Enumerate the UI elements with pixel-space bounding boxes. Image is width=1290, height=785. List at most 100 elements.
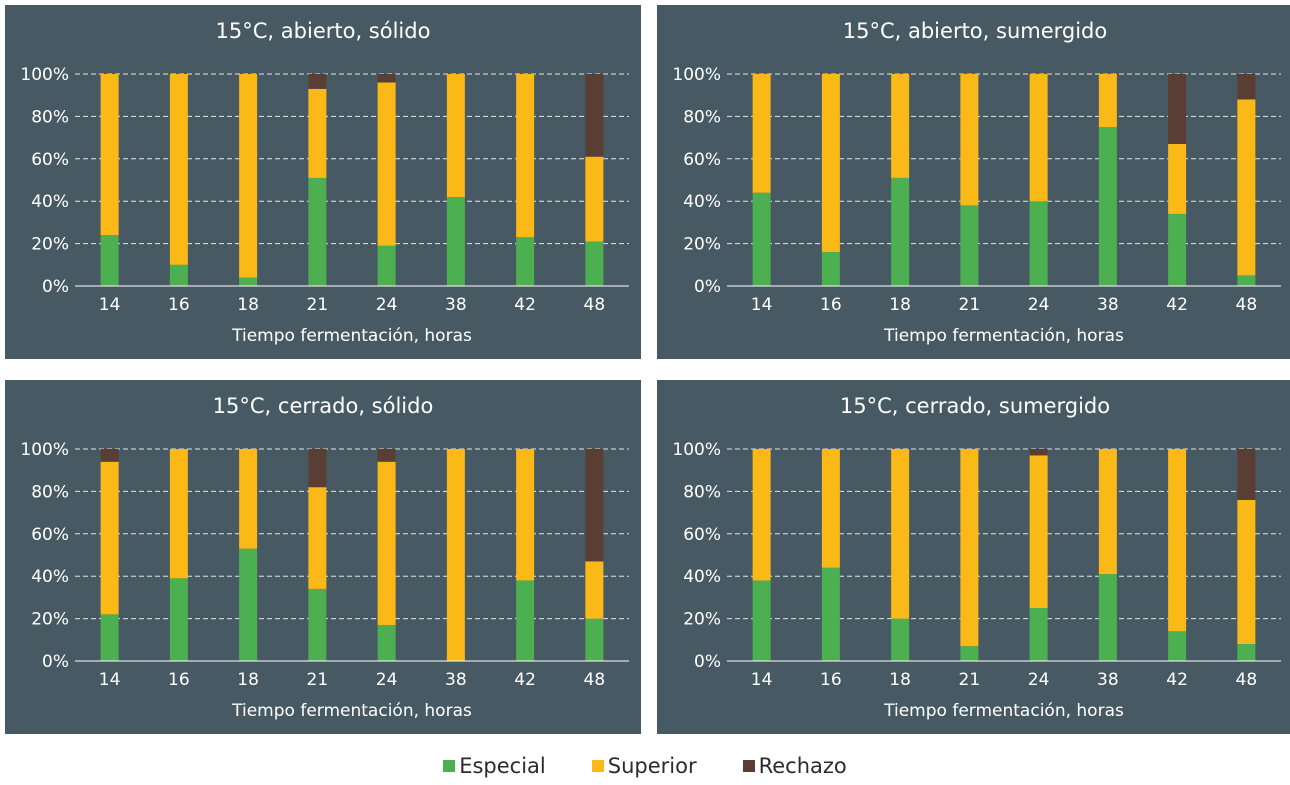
- legend-item-superior: Superior: [591, 754, 697, 778]
- x-tick-label: 42: [514, 295, 536, 315]
- y-tick-label: 80%: [683, 107, 721, 127]
- legend-swatch-superior: [591, 760, 604, 772]
- x-tick-label: 16: [820, 295, 842, 315]
- x-tick-label: 21: [307, 295, 329, 315]
- bar-superior-18: [239, 449, 258, 549]
- bar-superior-18: [891, 449, 910, 619]
- y-tick-label: 40%: [31, 567, 69, 587]
- y-tick-label: 80%: [31, 107, 69, 127]
- x-tick-label: 38: [445, 295, 467, 315]
- bar-superior-38: [446, 449, 465, 661]
- bar-especial-38: [1098, 127, 1117, 286]
- chart-title: 15°C, abierto, sumergido: [842, 19, 1108, 43]
- x-tick-label: 48: [1236, 295, 1258, 315]
- chart-panel-abierto-sumergido: 0% 20% 40% 60% 80% 100% 14 16 18 21 24 38 42 48 Tiempo…: [657, 5, 1290, 359]
- chart-title: 15°C, cerrado, sumergido: [839, 394, 1111, 418]
- y-tick-label: 60%: [683, 150, 721, 170]
- bar-superior-48: [1237, 499, 1256, 645]
- bar-superior-21: [308, 487, 327, 589]
- bar-superior-18: [239, 74, 258, 278]
- bar-superior-16: [169, 449, 188, 579]
- x-tick-label: 24: [376, 670, 398, 690]
- bar-especial-16: [821, 252, 840, 286]
- x-tick-label: 14: [751, 295, 773, 315]
- x-tick-label: 42: [1166, 295, 1188, 315]
- bar-superior-42: [1168, 143, 1187, 214]
- x-tick-label: 18: [237, 295, 259, 315]
- bar-especial-18: [239, 548, 258, 661]
- bar-superior-38: [1098, 449, 1117, 575]
- legend: Especial Superior Rechazo: [0, 752, 1290, 780]
- legend-swatch-rechazo: [742, 760, 755, 772]
- y-tick-label: 40%: [31, 192, 69, 212]
- bar-especial-18: [891, 618, 910, 661]
- bar-especial-14: [100, 235, 119, 286]
- x-tick-label: 38: [1097, 295, 1119, 315]
- bar-rechazo-48: [1237, 74, 1256, 100]
- y-tick-label: 20%: [31, 610, 69, 630]
- bar-superior-16: [169, 74, 188, 265]
- bar-especial-14: [100, 614, 119, 661]
- chart-svg: 0% 20% 40% 60% 80% 100% 14 16 18 21 24 38 42 48 Tiempo…: [20, 65, 629, 346]
- legend-label: Rechazo: [758, 754, 847, 778]
- y-tick-label: 100%: [20, 440, 69, 460]
- x-tick-label: 48: [584, 670, 606, 690]
- bar-especial-21: [308, 588, 327, 661]
- bar-especial-21: [308, 177, 327, 286]
- x-tick-label: 42: [514, 670, 536, 690]
- bar-superior-14: [752, 74, 771, 193]
- x-tick-label: 42: [1166, 670, 1188, 690]
- chart-svg: 0% 20% 40% 60% 80% 100% 14 16 18 21 24 38 42 48 Tiempo…: [672, 65, 1281, 346]
- y-tick-label: 60%: [31, 525, 69, 545]
- bar-especial-18: [239, 277, 258, 286]
- bar-superior-48: [585, 156, 604, 242]
- x-tick-label: 16: [820, 670, 842, 690]
- bar-superior-21: [308, 88, 327, 178]
- y-tick-label: 0%: [42, 652, 69, 672]
- bar-especial-21: [960, 646, 979, 661]
- bar-rechazo-48: [585, 449, 604, 562]
- bar-especial-48: [1237, 275, 1256, 286]
- bar-rechazo-24: [1029, 449, 1048, 456]
- y-tick-label: 80%: [31, 482, 69, 502]
- bar-superior-14: [100, 461, 119, 615]
- x-tick-label: 24: [1028, 670, 1050, 690]
- y-tick-label: 40%: [683, 567, 721, 587]
- bar-superior-24: [1029, 455, 1048, 608]
- bar-especial-48: [585, 618, 604, 661]
- bar-rechazo-24: [377, 74, 396, 83]
- x-tick-label: 18: [889, 670, 911, 690]
- legend-swatch-especial: [443, 760, 456, 772]
- bar-rechazo-48: [585, 74, 604, 157]
- bar-rechazo-21: [308, 449, 327, 488]
- chart-svg: 0% 20% 40% 60% 80% 100% 14 16 18 21 24 38 42 48 Tiempo…: [20, 440, 629, 721]
- x-tick-label: 48: [1236, 670, 1258, 690]
- bar-especial-16: [169, 264, 188, 286]
- x-axis-title: Tiempo fermentación, horas: [883, 326, 1124, 346]
- x-axis-title: Tiempo fermentación, horas: [231, 701, 472, 721]
- y-tick-label: 0%: [42, 277, 69, 297]
- x-tick-label: 14: [99, 670, 121, 690]
- x-tick-label: 38: [445, 670, 467, 690]
- bar-especial-21: [960, 205, 979, 286]
- x-tick-label: 18: [889, 295, 911, 315]
- bar-especial-24: [1029, 201, 1048, 286]
- y-tick-label: 100%: [20, 65, 69, 85]
- bar-especial-18: [891, 177, 910, 286]
- bar-especial-42: [1168, 213, 1187, 286]
- chart-panel-cerrado-solido: 0% 20% 40% 60% 80% 100% 14 16 18 21 24 38 42 48 Tiempo…: [5, 380, 641, 734]
- bar-superior-42: [516, 74, 535, 238]
- bar-rechazo-48: [1237, 449, 1256, 500]
- bar-especial-38: [1098, 574, 1117, 661]
- chart-svg: 0% 20% 40% 60% 80% 100% 14 16 18 21 24 38 42 48 Tiempo…: [672, 440, 1281, 721]
- x-tick-label: 21: [959, 670, 981, 690]
- y-tick-label: 100%: [672, 65, 721, 85]
- bar-especial-42: [516, 237, 535, 286]
- bar-superior-48: [585, 561, 604, 619]
- bar-especial-38: [446, 196, 465, 286]
- bar-especial-24: [377, 245, 396, 286]
- bar-superior-38: [446, 74, 465, 197]
- bar-especial-24: [1029, 608, 1048, 661]
- chart-title: 15°C, cerrado, sólido: [212, 394, 434, 418]
- x-tick-label: 24: [1028, 295, 1050, 315]
